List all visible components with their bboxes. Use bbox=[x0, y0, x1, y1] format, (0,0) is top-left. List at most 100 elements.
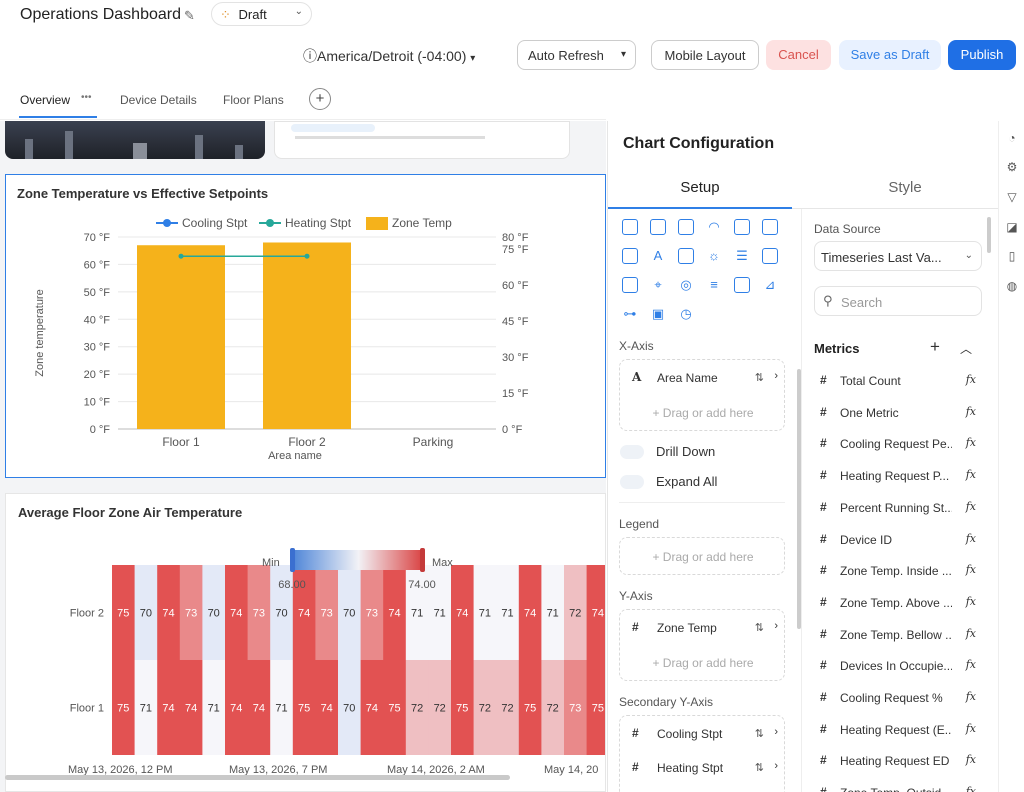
function-icon[interactable]: fx bbox=[965, 658, 976, 672]
save-as-draft-button[interactable]: Save as Draft bbox=[839, 40, 941, 70]
secondary-y-axis-dropzone[interactable]: # Cooling Stpt ⇅ › # Heating Stpt ⇅ › bbox=[619, 715, 785, 792]
line-chart-icon[interactable]: ⊿ bbox=[764, 277, 776, 292]
metric-item[interactable]: # Total Count fx bbox=[816, 369, 976, 393]
function-icon[interactable]: fx bbox=[965, 373, 976, 386]
weather-icon[interactable]: ☼ bbox=[708, 248, 720, 263]
sort-icon[interactable]: ⇅ bbox=[754, 762, 764, 774]
clock-icon[interactable]: ◷ bbox=[680, 306, 692, 321]
floor-temperature-heatmap[interactable]: Average Floor Zone Air Temperature Floor… bbox=[5, 493, 606, 792]
chevron-right-icon[interactable]: › bbox=[774, 370, 778, 382]
secondary-field[interactable]: # Cooling Stpt ⇅ › bbox=[628, 721, 778, 747]
add-metric-button[interactable]: + bbox=[930, 337, 940, 356]
function-icon[interactable]: fx bbox=[965, 594, 976, 608]
mobile-layout-button[interactable]: Mobile Layout bbox=[651, 40, 759, 70]
palette-icon[interactable]: ◍ bbox=[1006, 279, 1018, 293]
sort-icon[interactable]: ⇅ bbox=[754, 372, 764, 384]
y-axis-dropzone[interactable]: # Zone Temp ⇅ › + Drag or add here bbox=[619, 609, 785, 681]
image-card-icon[interactable] bbox=[622, 248, 638, 264]
auto-refresh-dropdown[interactable]: Auto Refresh ▾ bbox=[517, 40, 636, 70]
widget-card[interactable] bbox=[274, 121, 570, 159]
metric-item[interactable]: # Heating Request ED fx bbox=[816, 749, 976, 773]
function-icon[interactable]: fx bbox=[965, 785, 976, 792]
calendar-icon[interactable] bbox=[678, 248, 694, 264]
zone-temperature-chart[interactable]: Zone Temperature vs Effective Setpoints … bbox=[5, 174, 606, 478]
timezone-selector[interactable]: ⓘAmerica/Detroit (-04:00) ▾ bbox=[303, 46, 475, 66]
function-icon[interactable]: fx bbox=[965, 690, 976, 703]
metric-item[interactable]: # Device ID fx bbox=[816, 528, 976, 552]
chart-pie-icon[interactable]: ◔ bbox=[1008, 131, 1016, 145]
gear-icon[interactable]: ⚙ bbox=[1006, 160, 1018, 174]
book-icon[interactable]: ▯ bbox=[1008, 249, 1016, 263]
text-card-icon[interactable] bbox=[678, 219, 694, 235]
metric-item[interactable]: # Zone Temp. Inside ... fx bbox=[816, 559, 976, 583]
map-pin-icon[interactable]: ⌖ bbox=[654, 277, 662, 292]
text-a-icon[interactable]: A bbox=[653, 248, 663, 263]
tab-device-details[interactable]: Device Details bbox=[120, 93, 197, 107]
external-icon[interactable] bbox=[762, 248, 778, 264]
function-icon[interactable]: fx bbox=[965, 404, 976, 418]
x-axis-dropzone[interactable]: A Area Name ⇅ › + Drag or add here bbox=[619, 359, 785, 431]
metric-item[interactable]: # Heating Request P... fx bbox=[816, 464, 976, 488]
data-source-select[interactable]: Timeseries Last Va... ⌄ bbox=[814, 241, 982, 271]
gauge-icon[interactable]: ◠ bbox=[708, 219, 720, 234]
horizontal-scrollbar[interactable] bbox=[5, 775, 510, 780]
y-axis-field[interactable]: # Zone Temp ⇅ › bbox=[628, 615, 778, 641]
scrollbar[interactable] bbox=[797, 369, 801, 629]
legend-dropzone[interactable]: + Drag or add here bbox=[619, 537, 785, 575]
add-tab-button[interactable]: + bbox=[309, 88, 331, 110]
bars-h-icon[interactable]: ☰ bbox=[736, 248, 748, 263]
function-icon[interactable]: fx bbox=[965, 499, 976, 513]
chevron-right-icon[interactable]: › bbox=[774, 620, 778, 632]
image-widget[interactable] bbox=[5, 121, 265, 159]
metric-item[interactable]: # Cooling Request % fx bbox=[816, 686, 976, 710]
status-dropdown[interactable]: ⁘ Draft ⌄ bbox=[211, 2, 312, 26]
cancel-button[interactable]: Cancel bbox=[766, 40, 831, 70]
chevron-up-icon[interactable]: ︿ bbox=[960, 342, 973, 356]
chevron-right-icon[interactable]: › bbox=[774, 760, 778, 772]
metric-item[interactable]: # Percent Running St... fx bbox=[816, 496, 976, 520]
expand-all-toggle[interactable] bbox=[620, 475, 644, 489]
metric-item[interactable]: # Devices In Occupie... fx bbox=[816, 654, 976, 678]
hierarchy-icon[interactable]: ⊶ bbox=[623, 306, 637, 321]
metric-item[interactable]: # Heating Request (E... fx bbox=[816, 718, 976, 742]
edit-pencil-icon[interactable]: ✎ bbox=[184, 8, 195, 23]
scrollbar[interactable] bbox=[987, 217, 991, 253]
metric-item[interactable]: # Zone Temp. Bellow ... fx bbox=[816, 623, 976, 647]
chevron-right-icon[interactable]: › bbox=[774, 726, 778, 738]
metric-item[interactable]: # One Metric fx bbox=[816, 401, 976, 425]
secondary-field[interactable]: # Heating Stpt ⇅ › bbox=[628, 755, 778, 781]
function-icon[interactable]: fx bbox=[965, 436, 976, 450]
function-icon[interactable]: fx bbox=[965, 753, 976, 767]
map-icon[interactable] bbox=[622, 277, 638, 293]
metric-item[interactable]: # Cooling Request Pe... fx bbox=[816, 432, 976, 456]
photo-icon[interactable]: ▣ bbox=[651, 306, 665, 321]
x-axis-field[interactable]: A Area Name ⇅ › bbox=[628, 365, 778, 391]
tab-overview[interactable]: Overview bbox=[20, 93, 71, 107]
metric-item[interactable]: # Zone Temp. Outsid... fx bbox=[816, 781, 976, 792]
function-icon[interactable]: fx bbox=[965, 531, 976, 545]
list-icon[interactable]: ≡ bbox=[710, 277, 718, 292]
sort-icon[interactable]: ⇅ bbox=[754, 622, 764, 634]
filter-icon[interactable]: ▽ bbox=[1007, 190, 1017, 204]
search-icon: ⚲ bbox=[823, 293, 833, 308]
metric-item[interactable]: # Zone Temp. Above ... fx bbox=[816, 591, 976, 615]
globe-icon[interactable]: ◎ bbox=[680, 277, 692, 292]
card-icon[interactable] bbox=[734, 277, 750, 293]
more-dots-icon[interactable]: ••• bbox=[81, 92, 92, 103]
table-icon[interactable] bbox=[650, 219, 666, 235]
function-icon[interactable]: fx bbox=[965, 626, 976, 640]
sort-icon[interactable]: ⇅ bbox=[754, 728, 764, 740]
function-icon[interactable]: fx bbox=[965, 721, 976, 735]
drill-down-toggle[interactable] bbox=[620, 445, 644, 459]
tab-setup[interactable]: Setup bbox=[680, 179, 720, 196]
function-icon[interactable]: fx bbox=[965, 468, 976, 482]
tab-style[interactable]: Style bbox=[888, 179, 922, 196]
metrics-search-input[interactable]: Search bbox=[814, 286, 982, 316]
function-icon[interactable]: fx bbox=[965, 563, 976, 577]
tab-floor-plans[interactable]: Floor Plans bbox=[223, 93, 284, 107]
paint-bucket-icon[interactable]: ◪ bbox=[1006, 220, 1018, 234]
calendar-grid-icon[interactable] bbox=[762, 219, 778, 235]
publish-button[interactable]: Publish bbox=[948, 40, 1016, 70]
grid-dots-icon[interactable] bbox=[622, 219, 638, 235]
window-icon[interactable] bbox=[734, 219, 750, 235]
